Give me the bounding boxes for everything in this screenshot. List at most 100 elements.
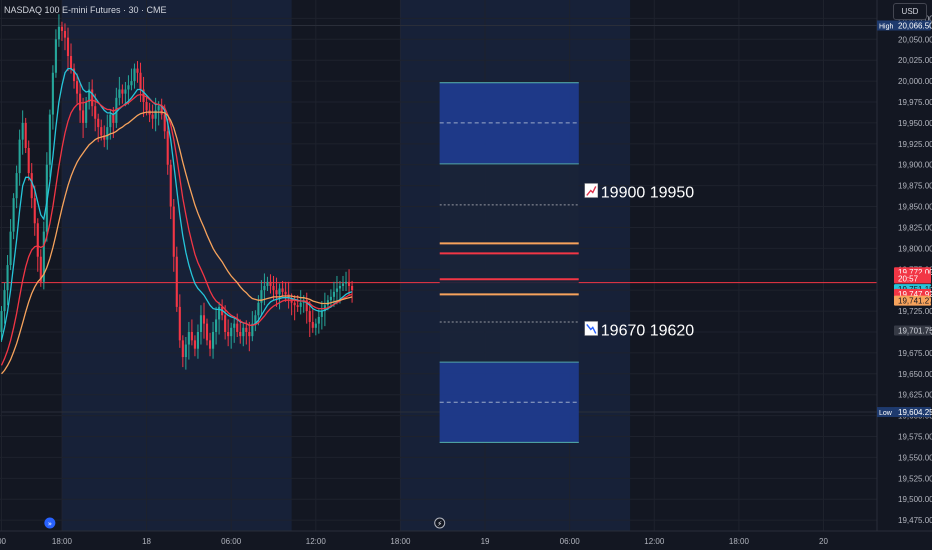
candle-body [215, 319, 218, 332]
dividend-marker: ⚡ [434, 517, 446, 529]
candle-body [251, 323, 254, 337]
lightning-icon [434, 517, 446, 529]
price-tag-prefix-bg [877, 407, 896, 418]
candle-body [51, 72, 54, 115]
time-axis: 00 18:00 18 06:00 12:00 18:00 19 06:00 12:00 18:0… [0, 530, 932, 546]
candle-body [211, 331, 215, 349]
candle-body [157, 106, 160, 111]
candle-body [97, 118, 100, 128]
price-tag-bg [894, 20, 931, 31]
x-tick-label: 00 [0, 537, 7, 546]
y-tick-label: 19,675.00 [898, 349, 932, 358]
price-tag-value: 20:57 [898, 274, 919, 283]
candle-body [85, 102, 88, 123]
x-tick-label: 18:00 [390, 537, 411, 546]
candle-body [184, 344, 187, 358]
candle-body [69, 56, 73, 69]
chart-down-stroke [586, 324, 597, 334]
y-tick-label: 19,950.00 [898, 119, 932, 128]
annotation-text: 19670 19620 [601, 322, 695, 339]
candle-body [79, 93, 82, 111]
y-tick-label: 19,575.00 [898, 433, 932, 442]
candle-body [230, 327, 233, 337]
x-tick-label: 18:00 [52, 537, 73, 546]
candle-body [39, 256, 42, 282]
price-tag-prefix: Low [879, 410, 893, 417]
currency-button[interactable]: USD [893, 3, 927, 20]
ema-line-2 [0, 93, 353, 366]
candle-body [344, 281, 348, 284]
candle-body [272, 285, 275, 291]
candle-body [224, 315, 227, 332]
candle-body [100, 127, 103, 136]
price-tag-bg [894, 295, 931, 306]
candle-body [63, 30, 67, 38]
y-tick-label: 19,975.00 [898, 98, 932, 107]
price-tag-prefix: High [879, 24, 894, 31]
candle-body [245, 327, 248, 332]
candle-body [205, 323, 209, 341]
candle-body [109, 114, 112, 128]
y-tick-label: 19,900.00 [898, 161, 932, 170]
candle-body [145, 102, 148, 111]
price-tag-value: 19,701.75 [898, 326, 932, 335]
price-tag-value: 19,604.25 [898, 408, 932, 417]
candle-body [305, 300, 308, 312]
candle-body [199, 315, 203, 332]
candle-body [160, 106, 163, 115]
candle-body [242, 327, 245, 337]
candle-body [151, 114, 154, 119]
candle-body [103, 135, 106, 140]
candle-body [187, 331, 190, 345]
candle-body [341, 283, 345, 286]
candle-body [48, 114, 51, 165]
candle-body [351, 285, 354, 291]
candle-body [227, 331, 230, 337]
candle-body [263, 285, 266, 291]
price-tag-bg [894, 325, 931, 336]
candle-body [18, 139, 21, 174]
candle-body [202, 315, 206, 324]
lower-target-annotation: 19670 19620 [584, 321, 695, 339]
ema-line-3 [1, 111, 353, 375]
candle-body [118, 89, 121, 98]
candle-body [248, 331, 251, 337]
x-tick-label: 06:00 [221, 537, 242, 546]
price-tag-value: 20,066.50 [898, 22, 932, 31]
candle-body [54, 39, 57, 73]
candle-body [181, 340, 184, 358]
candle-body [169, 164, 172, 207]
candle-body [3, 290, 6, 312]
candle-body [335, 288, 339, 292]
candle-body [27, 148, 30, 174]
x-tick-label: 20 [819, 537, 828, 546]
projection-zone [439, 362, 579, 443]
candle-body [30, 173, 33, 199]
candle-body [60, 26, 64, 31]
candle-body [130, 81, 133, 86]
y-tick-label: 19,625.00 [898, 391, 932, 400]
candle-body [317, 316, 320, 324]
candle-body [33, 198, 36, 224]
candle-body [233, 323, 236, 328]
candle-body [221, 306, 224, 316]
candle-body [21, 122, 24, 140]
candle-body [257, 302, 260, 316]
price-tag-value: 19,772.00 [898, 268, 932, 277]
annotation-text: 19900 19950 [601, 184, 695, 201]
upper-target-annotation: 19900 19950 [584, 183, 695, 201]
candle-body [299, 302, 302, 307]
candle-body [91, 89, 94, 107]
candle-body [133, 68, 136, 82]
candle-body [254, 315, 257, 324]
candle-body [314, 323, 317, 328]
candle-body [172, 206, 175, 257]
candle-body [311, 321, 314, 328]
candle-body [236, 323, 239, 332]
candle-body [269, 281, 272, 286]
x-tick-label: 06:00 [560, 537, 581, 546]
candle-body [260, 290, 263, 303]
candle-body [112, 114, 115, 123]
candle-body [94, 106, 97, 119]
